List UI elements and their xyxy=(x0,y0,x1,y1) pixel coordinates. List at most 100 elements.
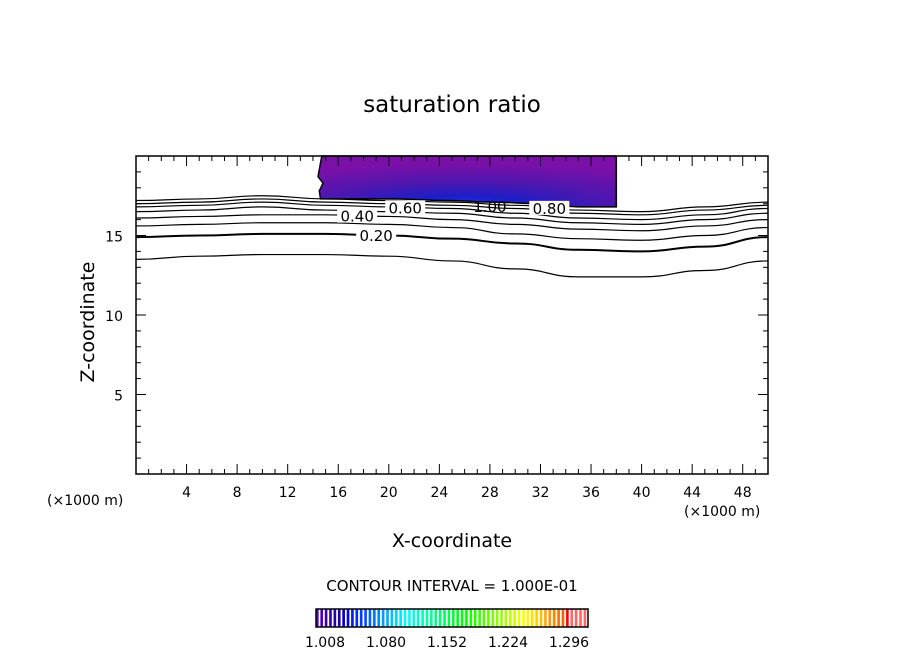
colorbar-swatch xyxy=(368,609,372,627)
colorbar-swatch xyxy=(425,609,429,627)
x-tick-label: 8 xyxy=(233,485,242,501)
y-tick-label: 10 xyxy=(105,309,123,325)
contour-line xyxy=(135,201,769,221)
x-unit-right: (×1000 m) xyxy=(684,504,760,520)
colorbar-swatch xyxy=(381,609,385,627)
colorbar-swatch xyxy=(460,609,464,627)
x-tick-label: 36 xyxy=(582,485,600,501)
colorbar-swatch xyxy=(509,609,512,627)
colorbar-swatch xyxy=(548,609,552,627)
contour-line xyxy=(135,222,769,241)
contour-label-bg xyxy=(356,228,397,243)
contour-label: 0.40 xyxy=(340,208,373,226)
colorbar-swatch xyxy=(320,609,324,627)
colorbar-swatch xyxy=(373,609,376,627)
colorbar-swatch xyxy=(513,609,517,627)
colorbar-swatch xyxy=(465,609,468,627)
x-tick-label: 20 xyxy=(380,485,398,501)
colorbar-swatch xyxy=(342,609,345,627)
contour-label: 0.20 xyxy=(359,227,392,245)
x-tick-label: 32 xyxy=(532,485,550,501)
colorbar-swatch xyxy=(456,609,460,627)
colorbar-swatch xyxy=(447,609,451,627)
x-tick-label: 28 xyxy=(481,485,499,501)
colorbar-swatch xyxy=(329,609,332,627)
saturation-region xyxy=(317,155,618,208)
x-tick-label: 24 xyxy=(430,485,448,501)
x-unit-left: (×1000 m) xyxy=(47,493,123,509)
contour-label-bg xyxy=(385,200,426,215)
colorbar-swatch xyxy=(412,609,416,627)
contour-line xyxy=(135,214,769,232)
colorbar-swatch xyxy=(333,609,337,627)
colorbar-swatch xyxy=(364,609,367,627)
colorbar-swatch xyxy=(469,609,473,627)
y-axis-label: Z-coordinate xyxy=(77,262,99,383)
saturation-fill-region xyxy=(317,155,618,208)
colorbar-label: 1.080 xyxy=(366,635,406,651)
chart-title: saturation ratio xyxy=(363,92,541,118)
colorbar-swatch xyxy=(434,609,438,627)
colorbar-label: 1.008 xyxy=(305,635,345,651)
colorbar-swatch xyxy=(557,609,560,627)
contour-line xyxy=(135,232,769,253)
colorbar-swatch xyxy=(574,609,578,627)
colorbar-swatch xyxy=(478,609,481,627)
colorbar-swatch xyxy=(570,609,574,627)
colorbar-swatch xyxy=(359,609,363,627)
x-axis-label: X-coordinate xyxy=(392,530,512,552)
colorbar-swatch xyxy=(377,609,381,627)
x-tick-label: 40 xyxy=(633,485,651,501)
colorbar-swatch xyxy=(482,609,486,627)
contour-label: 0.80 xyxy=(533,200,566,218)
colorbar-swatch xyxy=(552,609,556,627)
x-tick-label: 16 xyxy=(329,485,347,501)
colorbar-label: 1.152 xyxy=(427,635,467,651)
colorbar-swatch xyxy=(517,609,521,627)
colorbar-swatch xyxy=(337,609,341,627)
colorbar-swatch xyxy=(539,609,543,627)
contour-line xyxy=(135,253,769,278)
region-label: 1.00 xyxy=(473,198,506,216)
colorbar-swatch xyxy=(351,609,354,627)
colorbar-swatch xyxy=(566,609,569,627)
x-tick-label: 12 xyxy=(279,485,297,501)
colorbar-swatch xyxy=(403,609,407,627)
colorbar-swatch xyxy=(430,609,433,627)
colorbar-swatch xyxy=(421,609,424,627)
colorbar-swatch xyxy=(346,609,350,627)
colorbar-swatch xyxy=(522,609,525,627)
colorbar-label: 1.224 xyxy=(488,635,528,651)
contour-label-bg xyxy=(337,208,378,223)
colorbar-swatch xyxy=(561,609,565,627)
colorbar-swatch xyxy=(408,609,411,627)
colorbar-swatch xyxy=(487,609,490,627)
contour-line xyxy=(135,195,769,213)
colorbar-swatch xyxy=(544,609,547,627)
colorbar-swatch xyxy=(526,609,530,627)
colorbar-swatch xyxy=(535,609,538,627)
contour-interval-text: CONTOUR INTERVAL = 1.000E-01 xyxy=(326,577,577,595)
contour-label-bg xyxy=(529,200,570,215)
colorbar-frame xyxy=(315,608,589,628)
colorbar-swatch xyxy=(416,609,420,627)
colorbar-swatch xyxy=(316,609,319,627)
colorbar-swatch xyxy=(438,609,442,627)
colorbar: 1.008 1.080 1.152 1.224 1.296 xyxy=(305,608,589,651)
colorbar-swatch xyxy=(473,609,477,627)
colorbar-swatch xyxy=(394,609,398,627)
colorbar-swatch xyxy=(500,609,503,627)
colorbar-swatch xyxy=(386,609,389,627)
colorbar-swatch xyxy=(390,609,394,627)
contour-lines: 0.200.40 0.60 0.80 1.00 xyxy=(135,195,769,278)
colorbar-label: 1.296 xyxy=(549,635,589,651)
colorbar-swatch xyxy=(583,609,587,627)
colorbar-swatch xyxy=(495,609,499,627)
contour-line xyxy=(135,206,769,225)
contour-line xyxy=(135,198,769,216)
x-tick-label: 48 xyxy=(734,485,752,501)
colorbar-swatch xyxy=(443,609,446,627)
colorbar-swatch xyxy=(504,609,508,627)
